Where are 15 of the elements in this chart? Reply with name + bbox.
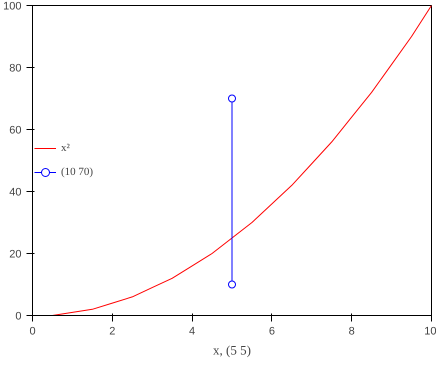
y-tick-label: 40 — [9, 186, 22, 198]
y-tick-label: 60 — [9, 124, 22, 136]
legend-label: x² — [61, 142, 71, 154]
y-tick-label: 100 — [3, 0, 22, 12]
x-tick-label: 10 — [424, 326, 437, 338]
x-tick-label: 0 — [29, 326, 36, 338]
x-tick-label: 6 — [268, 326, 275, 338]
legend-label: (10 70) — [61, 166, 94, 178]
y-tick-label: 0 — [15, 310, 22, 322]
x-axis-title: x, (5 5) — [213, 342, 251, 358]
y-tick-label: 20 — [9, 248, 22, 260]
x-tick-label: 4 — [189, 326, 196, 338]
x-tick-label: 2 — [109, 326, 116, 338]
y-tick-label: 80 — [9, 62, 22, 74]
x-tick-label: 8 — [348, 326, 355, 338]
